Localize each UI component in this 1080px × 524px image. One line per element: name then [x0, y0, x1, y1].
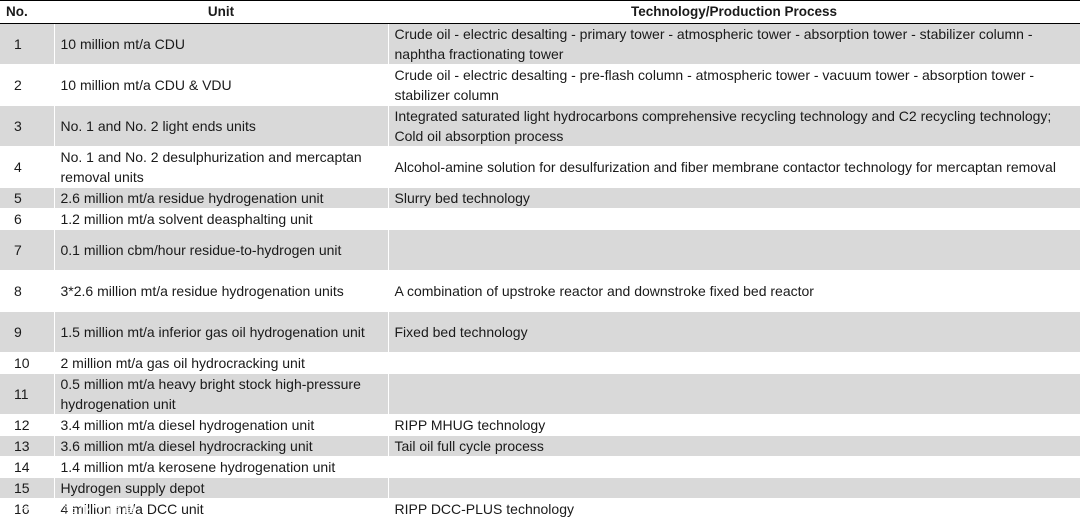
row-no: 11 — [0, 373, 55, 415]
row-tech — [388, 229, 1080, 271]
table-row: 14 1.4 million mt/a kerosene hydrogenati… — [0, 456, 1080, 478]
row-tech: Fixed bed technology — [388, 311, 1080, 353]
row-unit: 4 million mt/a DCC unit — [54, 498, 389, 520]
row-unit: 3*2.6 million mt/a residue hydrogenation… — [54, 270, 389, 312]
row-unit: 3.6 million mt/a diesel hydrocracking un… — [54, 435, 389, 457]
row-tech — [388, 208, 1080, 230]
row-tech: Crude oil - electric desalting - pre-fla… — [388, 64, 1080, 106]
row-tech — [388, 456, 1080, 478]
table-row: 7 0.1 million cbm/hour residue-to-hydrog… — [0, 229, 1080, 271]
row-tech: Tail oil full cycle process — [388, 435, 1080, 457]
header-unit: Unit — [54, 0, 388, 24]
row-no: 1 — [0, 23, 55, 65]
table-row: 1 10 million mt/a CDU Crude oil - electr… — [0, 23, 1080, 65]
row-tech: A combination of upstroke reactor and do… — [388, 270, 1080, 312]
row-no: 3 — [0, 105, 55, 147]
row-unit: 10 million mt/a CDU & VDU — [54, 64, 389, 106]
table-row: 11 0.5 million mt/a heavy bright stock h… — [0, 373, 1080, 415]
row-no: 6 — [0, 208, 55, 230]
row-no: 9 — [0, 311, 55, 353]
row-no: 16 — [0, 498, 55, 520]
row-no: 2 — [0, 64, 55, 106]
table-header-row: No. Unit Technology/Production Process — [0, 0, 1080, 24]
row-no: 5 — [0, 187, 55, 209]
row-no: 7 — [0, 229, 55, 271]
row-unit: 10 million mt/a CDU — [54, 23, 389, 65]
row-tech: RIPP MHUG technology — [388, 414, 1080, 436]
row-no: 10 — [0, 352, 55, 374]
table-row: 16 4 million mt/a DCC unit RIPP DCC-PLUS… — [0, 498, 1080, 520]
row-no: 12 — [0, 414, 55, 436]
row-unit: 0.5 million mt/a heavy bright stock high… — [54, 373, 389, 415]
table-row: 2 10 million mt/a CDU & VDU Crude oil - … — [0, 64, 1080, 106]
table-row: 6 1.2 million mt/a solvent deasphalting … — [0, 208, 1080, 230]
table-row: 3 No. 1 and No. 2 light ends units Integ… — [0, 105, 1080, 147]
row-no: 14 — [0, 456, 55, 478]
row-unit: 1.4 million mt/a kerosene hydrogenation … — [54, 456, 389, 478]
header-tech: Technology/Production Process — [388, 0, 1080, 24]
row-tech — [388, 352, 1080, 374]
table-row: 13 3.6 million mt/a diesel hydrocracking… — [0, 435, 1080, 457]
row-no: 15 — [0, 477, 55, 499]
row-tech — [388, 477, 1080, 499]
row-no: 4 — [0, 146, 55, 188]
row-unit: No. 1 and No. 2 light ends units — [54, 105, 389, 147]
table-row: 8 3*2.6 million mt/a residue hydrogenati… — [0, 270, 1080, 312]
row-unit: 0.1 million cbm/hour residue-to-hydrogen… — [54, 229, 389, 271]
table-row: 10 2 million mt/a gas oil hydrocracking … — [0, 352, 1080, 374]
row-no: 13 — [0, 435, 55, 457]
header-no: No. — [0, 0, 54, 24]
row-tech: Slurry bed technology — [388, 187, 1080, 209]
row-unit: No. 1 and No. 2 desulphurization and mer… — [54, 146, 389, 188]
table-row: 9 1.5 million mt/a inferior gas oil hydr… — [0, 311, 1080, 353]
row-unit: 2.6 million mt/a residue hydrogenation u… — [54, 187, 389, 209]
row-unit: 1.5 million mt/a inferior gas oil hydrog… — [54, 311, 389, 353]
row-tech: Alcohol-amine solution for desulfurizati… — [388, 146, 1080, 188]
row-tech: RIPP DCC-PLUS technology — [388, 498, 1080, 520]
row-no: 8 — [0, 270, 55, 312]
row-unit: 3.4 million mt/a diesel hydrogenation un… — [54, 414, 389, 436]
row-tech: Integrated saturated light hydrocarbons … — [388, 105, 1080, 147]
table-row: 15 Hydrogen supply depot — [0, 477, 1080, 499]
table-row: 4 No. 1 and No. 2 desulphurization and m… — [0, 146, 1080, 188]
table-row: 12 3.4 million mt/a diesel hydrogenation… — [0, 414, 1080, 436]
table-row: 5 2.6 million mt/a residue hydrogenation… — [0, 187, 1080, 209]
row-tech: Crude oil - electric desalting - primary… — [388, 23, 1080, 65]
row-unit: 1.2 million mt/a solvent deasphalting un… — [54, 208, 389, 230]
row-unit: Hydrogen supply depot — [54, 477, 389, 499]
row-unit: 2 million mt/a gas oil hydrocracking uni… — [54, 352, 389, 374]
row-tech — [388, 373, 1080, 415]
